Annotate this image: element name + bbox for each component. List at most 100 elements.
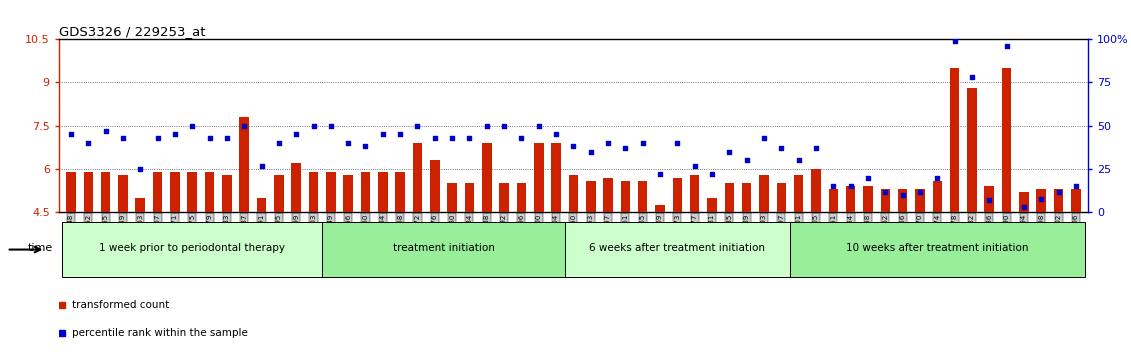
Text: treatment initiation: treatment initiation <box>392 243 494 253</box>
Point <box>685 163 703 169</box>
Bar <box>309 172 318 212</box>
Point <box>339 140 357 146</box>
Text: 10 weeks after treatment initiation: 10 weeks after treatment initiation <box>846 243 1028 253</box>
Bar <box>655 205 665 212</box>
Point <box>322 123 340 129</box>
Point <box>79 140 97 146</box>
Point <box>495 123 513 129</box>
Bar <box>794 175 803 212</box>
Bar <box>153 172 163 212</box>
Bar <box>205 172 214 212</box>
Bar <box>430 160 440 212</box>
Point <box>96 128 114 134</box>
Point <box>200 135 218 141</box>
FancyBboxPatch shape <box>322 222 564 277</box>
Point <box>789 158 808 163</box>
Bar <box>759 175 769 212</box>
Point <box>703 171 722 177</box>
Point <box>183 123 201 129</box>
Point <box>841 183 860 189</box>
Point <box>737 158 756 163</box>
Bar <box>274 175 284 212</box>
Point <box>373 131 391 137</box>
Bar <box>829 189 838 212</box>
Bar <box>500 183 509 212</box>
Point <box>1015 204 1033 210</box>
Bar <box>84 172 93 212</box>
Bar <box>170 172 180 212</box>
Point <box>564 144 582 149</box>
Bar <box>448 183 457 212</box>
Bar <box>742 183 751 212</box>
Point <box>1067 183 1085 189</box>
Point <box>633 140 651 146</box>
Bar <box>378 172 388 212</box>
Point <box>772 145 791 151</box>
Bar <box>1002 68 1011 212</box>
Bar <box>292 163 301 212</box>
Point <box>287 131 305 137</box>
Point <box>806 145 824 151</box>
Point <box>547 131 566 137</box>
Point <box>946 38 964 44</box>
Point <box>252 163 270 169</box>
Bar <box>898 189 907 212</box>
FancyBboxPatch shape <box>564 222 789 277</box>
Point <box>477 123 495 129</box>
Point <box>1033 196 1051 201</box>
Text: transformed count: transformed count <box>72 299 170 310</box>
Point <box>616 145 634 151</box>
Bar <box>344 175 353 212</box>
Bar <box>673 178 682 212</box>
Bar <box>811 169 821 212</box>
Bar <box>1071 189 1080 212</box>
Bar <box>586 181 596 212</box>
Bar <box>603 178 613 212</box>
Point <box>858 175 877 181</box>
Bar <box>950 68 959 212</box>
Bar <box>569 175 578 212</box>
Point <box>929 175 947 181</box>
Text: time: time <box>28 243 53 253</box>
Bar <box>240 117 249 212</box>
Bar <box>101 172 111 212</box>
Point <box>356 144 374 149</box>
Point <box>893 192 912 198</box>
Point <box>581 149 599 155</box>
Point <box>599 140 618 146</box>
Bar <box>118 175 128 212</box>
Point <box>235 123 253 129</box>
Point <box>218 135 236 141</box>
Bar <box>326 172 336 212</box>
Bar <box>361 172 370 212</box>
Bar <box>136 198 145 212</box>
Bar <box>1036 189 1046 212</box>
Bar <box>725 183 734 212</box>
Bar <box>534 143 544 212</box>
Text: percentile rank within the sample: percentile rank within the sample <box>72 327 249 338</box>
Point <box>304 123 322 129</box>
Bar <box>967 88 977 212</box>
Point <box>391 131 409 137</box>
Point <box>877 189 895 194</box>
Bar <box>482 143 492 212</box>
Bar <box>1019 192 1029 212</box>
Bar <box>881 189 890 212</box>
Point <box>148 135 166 141</box>
Point <box>962 74 981 80</box>
Point <box>998 43 1016 49</box>
Text: GDS3326 / 229253_at: GDS3326 / 229253_at <box>59 25 206 38</box>
Bar <box>690 175 699 212</box>
Bar <box>933 181 942 212</box>
Point <box>651 171 670 177</box>
Bar <box>257 198 266 212</box>
Bar <box>1054 189 1063 212</box>
FancyBboxPatch shape <box>789 222 1085 277</box>
Bar <box>413 143 422 212</box>
Point <box>460 135 478 141</box>
Point <box>131 166 149 172</box>
Bar <box>638 181 647 212</box>
Bar <box>915 189 925 212</box>
Point <box>1050 189 1068 194</box>
Text: 6 weeks after treatment initiation: 6 weeks after treatment initiation <box>589 243 766 253</box>
